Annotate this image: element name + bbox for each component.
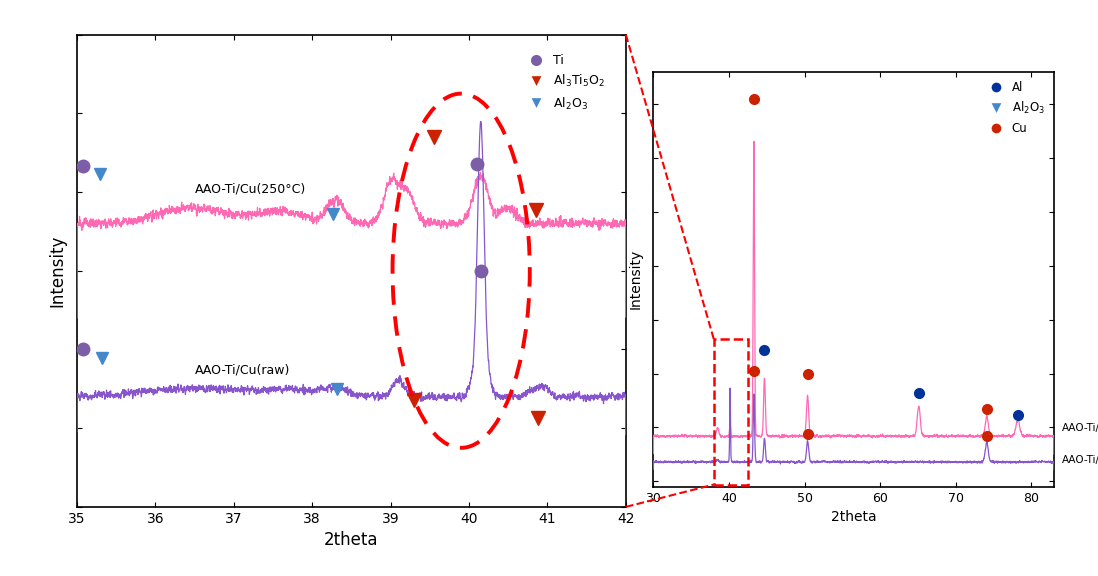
Legend: Al, Al$_2$O$_3$, Cu: Al, Al$_2$O$_3$, Cu xyxy=(981,78,1049,139)
Text: AAO-Ti/Cu(raw): AAO-Ti/Cu(raw) xyxy=(194,363,290,376)
X-axis label: 2theta: 2theta xyxy=(324,531,379,550)
Y-axis label: Intensity: Intensity xyxy=(48,234,67,307)
Bar xyxy=(714,339,748,484)
Text: AAO-Ti/Cu(250°C): AAO-Ti/Cu(250°C) xyxy=(1062,422,1098,433)
Text: AAO-Ti/Cu(raw): AAO-Ti/Cu(raw) xyxy=(1062,455,1098,465)
Legend: Ti, Al$_3$Ti$_5$O$_2$, Al$_2$O$_3$: Ti, Al$_3$Ti$_5$O$_2$, Al$_2$O$_3$ xyxy=(519,50,608,115)
Text: AAO-Ti/Cu(250°C): AAO-Ti/Cu(250°C) xyxy=(194,182,305,195)
Y-axis label: Intensity: Intensity xyxy=(629,249,643,309)
X-axis label: 2theta: 2theta xyxy=(831,510,876,524)
